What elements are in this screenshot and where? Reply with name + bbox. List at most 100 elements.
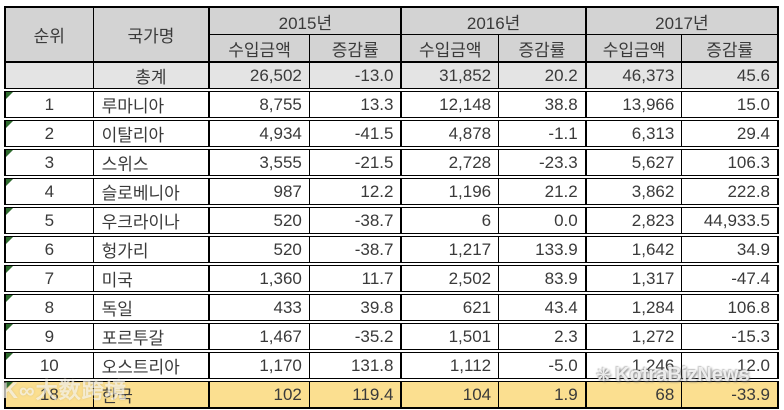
country-cell: 우크라이나 (92, 204, 210, 236)
value-cell: 1.9 (498, 378, 587, 409)
value-cell: 1,272 (584, 320, 683, 352)
rank-cell: 7 (4, 262, 94, 294)
value-cell: 1,467 (208, 320, 310, 352)
table-row: 7 미국 1,360 11.7 2,502 83.9 1,317 -47.4 (4, 262, 779, 294)
value-cell: 4,934 (208, 117, 310, 149)
value-cell: 2,728 (400, 146, 500, 178)
header-row-years: 순위 국가명 2015년 2016년 2017년 (4, 6, 779, 63)
value-cell: 15.0 (681, 88, 779, 120)
value-cell: 12.2 (308, 175, 402, 207)
value-cell: 12,148 (400, 88, 500, 120)
value-cell: 45.6 (681, 61, 779, 91)
table-header: 순위 국가명 2015년 2016년 2017년 수입금액 증감률 수입금액 증… (4, 6, 779, 63)
column-header-import-2017: 수입금액 (584, 34, 683, 63)
country-cell: 스위스 (92, 146, 210, 178)
excel-error-marker-icon (6, 94, 13, 99)
value-cell: 6 (400, 204, 500, 236)
table-row: 총계 26,502 -13.0 31,852 20.2 46,373 45.6 (4, 61, 779, 91)
value-cell: 83.9 (498, 262, 587, 294)
table-row: 18 한국 102 119.4 104 1.9 68 -33.9 (4, 378, 779, 409)
value-cell: 1,196 (400, 175, 500, 207)
rank-cell: 10 (4, 349, 94, 381)
table-row: 3 스위스 3,555 -21.5 2,728 -23.3 5,627 106.3 (4, 146, 779, 178)
table-body: 총계 26,502 -13.0 31,852 20.2 46,373 45.6 1 루마니아 8,… (4, 61, 779, 409)
country-cell: 오스트리아 (92, 349, 210, 381)
country-cell: 한국 (92, 378, 210, 409)
value-cell: 2,823 (584, 204, 683, 236)
value-cell: 39.8 (308, 291, 402, 323)
value-cell: -1.1 (498, 117, 587, 149)
value-cell: 13,966 (584, 88, 683, 120)
table-row: 1 루마니아 8,755 13.3 12,148 38.8 13,966 15.0 (4, 88, 779, 120)
value-cell: 3,862 (584, 175, 683, 207)
value-cell: -38.7 (308, 204, 402, 236)
column-header-year-2017: 2017년 (584, 6, 779, 35)
value-cell: 46,373 (584, 61, 683, 91)
value-cell: 1,360 (208, 262, 310, 294)
value-cell: 1,246 (584, 349, 683, 381)
country-cell: 루마니아 (92, 88, 210, 120)
value-cell: 6,313 (584, 117, 683, 149)
value-cell: -47.4 (681, 262, 779, 294)
value-cell: 31,852 (400, 61, 500, 91)
value-cell: 621 (400, 291, 500, 323)
value-cell: 102 (208, 378, 310, 409)
value-cell: 119.4 (308, 378, 402, 409)
value-cell: 38.8 (498, 88, 587, 120)
value-cell: 20.2 (498, 61, 587, 91)
rank-cell (4, 61, 94, 91)
excel-error-marker-icon (6, 152, 13, 157)
value-cell: 987 (208, 175, 310, 207)
value-cell: 4,878 (400, 117, 500, 149)
value-cell: 26,502 (208, 61, 310, 91)
value-cell: 1,217 (400, 233, 500, 265)
value-cell: -15.3 (681, 320, 779, 352)
value-cell: 131.8 (308, 349, 402, 381)
country-cell: 포르투갈 (92, 320, 210, 352)
rank-cell: 9 (4, 320, 94, 352)
rank-cell: 8 (4, 291, 94, 323)
rank-cell: 2 (4, 117, 94, 149)
value-cell: 68 (584, 378, 683, 409)
value-cell: -5.0 (498, 349, 587, 381)
value-cell: -41.5 (308, 117, 402, 149)
table-row: 5 우크라이나 520 -38.7 6 0.0 2,823 44,933.5 (4, 204, 779, 236)
table-row: 6 헝가리 520 -38.7 1,217 133.9 1,642 34.9 (4, 233, 779, 265)
rank-cell: 1 (4, 88, 94, 120)
header-row-subcolumns: 수입금액 증감률 수입금액 증감률 수입금액 증감률 (5, 34, 779, 63)
column-header-growth-2017: 증감률 (681, 34, 779, 63)
excel-error-marker-icon (6, 326, 13, 331)
value-cell: 104 (400, 378, 500, 409)
value-cell: 34.9 (681, 233, 779, 265)
value-cell: -35.2 (308, 320, 402, 352)
column-header-country: 국가명 (92, 6, 210, 63)
excel-error-marker-icon (6, 181, 13, 186)
value-cell: -13.0 (308, 61, 402, 91)
value-cell: 13.3 (308, 88, 402, 120)
excel-error-marker-icon (6, 384, 13, 389)
country-cell: 헝가리 (92, 233, 210, 265)
table-row: 4 슬로베니아 987 12.2 1,196 21.2 3,862 222.8 (4, 175, 779, 207)
column-header-growth-2015: 증감률 (308, 34, 402, 63)
table-row: 10 오스트리아 1,170 131.8 1,112 -5.0 1,246 12.0 (4, 349, 779, 381)
excel-error-marker-icon (6, 123, 13, 128)
excel-error-marker-icon (6, 297, 13, 302)
value-cell: 1,642 (584, 233, 683, 265)
value-cell: 21.2 (498, 175, 587, 207)
table-row: 9 포르투갈 1,467 -35.2 1,501 2.3 1,272 -15.3 (4, 320, 779, 352)
value-cell: 520 (208, 233, 310, 265)
value-cell: 133.9 (498, 233, 587, 265)
value-cell: 11.7 (308, 262, 402, 294)
value-cell: 0.0 (498, 204, 587, 236)
value-cell: -23.3 (498, 146, 587, 178)
country-cell: 독일 (92, 291, 210, 323)
value-cell: 1,112 (400, 349, 500, 381)
column-header-import-2015: 수입금액 (208, 34, 310, 63)
value-cell: 29.4 (681, 117, 779, 149)
value-cell: 44,933.5 (681, 204, 779, 236)
rank-cell: 5 (4, 204, 94, 236)
value-cell: 8,755 (208, 88, 310, 120)
column-header-import-2016: 수입금액 (400, 34, 500, 63)
country-cell: 미국 (92, 262, 210, 294)
